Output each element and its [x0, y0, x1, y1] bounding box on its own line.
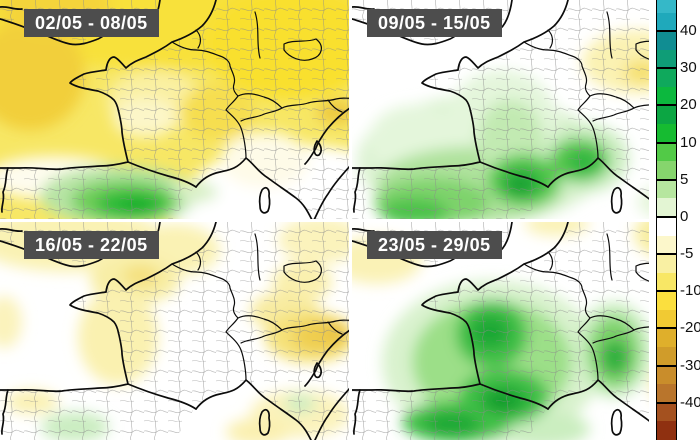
color-scale-bar	[656, 0, 677, 440]
colorbar-tick-label: 5	[680, 170, 689, 188]
color-scale-tick	[657, 30, 676, 33]
color-scale-segment	[657, 309, 676, 329]
map-panel-week4: 23/05 - 29/05	[352, 222, 649, 440]
color-scale-segment	[657, 235, 676, 255]
color-scale-tick	[657, 401, 676, 404]
colorbar-tick-label: 40	[680, 22, 697, 40]
color-scale-segment	[657, 198, 676, 218]
color-scale-segment	[657, 12, 676, 32]
color-scale-tick	[657, 67, 676, 70]
color-scale-segment	[657, 68, 676, 88]
color-scale-segment	[657, 365, 676, 385]
color-scale-segment	[657, 142, 676, 162]
map-panel-week3: 16/05 - 22/05	[0, 222, 349, 440]
color-scale-segment	[657, 179, 676, 199]
colorbar-tick-label: -20	[680, 319, 700, 337]
color-scale-segment	[657, 0, 676, 14]
color-scale-tick	[657, 290, 676, 293]
colorbar-tick-label: -10	[680, 282, 700, 300]
color-scale-tick	[657, 104, 676, 107]
period-label-week1: 02/05 - 08/05	[24, 9, 159, 37]
color-scale-tick	[657, 253, 676, 256]
color-scale-segment	[657, 272, 676, 292]
colorbar-tick-label: 20	[680, 96, 697, 114]
color-scale-segment	[657, 291, 676, 311]
color-scale-segment	[657, 384, 676, 404]
color-scale-segment	[657, 216, 676, 237]
color-scale-segment	[657, 31, 676, 51]
color-scale-tick	[657, 141, 676, 144]
color-scale-tick	[657, 327, 676, 330]
color-scale-segment	[657, 347, 676, 367]
colorbar-tick-label: -30	[680, 356, 700, 374]
color-scale: 40 30 20 10 5 0 -5 -10 -20 -30 -40	[649, 0, 700, 440]
color-scale-segment	[657, 328, 676, 348]
color-scale-tick	[657, 178, 676, 181]
color-scale-segment	[657, 105, 676, 125]
color-scale-segment	[657, 86, 676, 106]
color-scale-segment	[657, 124, 676, 144]
color-scale-segment	[657, 161, 676, 181]
map-panel-week1: 02/05 - 08/05	[0, 0, 349, 219]
color-scale-segment	[657, 49, 676, 69]
colorbar-tick-label: -40	[680, 393, 700, 411]
color-scale-segment	[657, 402, 676, 422]
colorbar-tick-label: 30	[680, 59, 697, 77]
colorbar-tick-label: 10	[680, 133, 697, 151]
period-label-week3: 16/05 - 22/05	[24, 231, 159, 259]
color-scale-tick	[657, 215, 676, 218]
color-scale-tick	[657, 364, 676, 367]
color-scale-segment	[657, 254, 676, 274]
period-label-week2: 09/05 - 15/05	[367, 9, 502, 37]
color-scale-segment	[657, 421, 676, 440]
colorbar-tick-label: -5	[680, 245, 694, 263]
period-label-week4: 23/05 - 29/05	[367, 231, 502, 259]
map-panel-week2: 09/05 - 15/05	[352, 0, 649, 219]
colorbar-tick-label: 0	[680, 207, 689, 225]
